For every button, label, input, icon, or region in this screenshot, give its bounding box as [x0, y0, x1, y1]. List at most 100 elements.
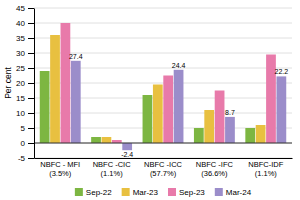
legend-swatch	[168, 188, 176, 196]
x-tick-label: NBFC-IDF(1.1%)	[248, 160, 283, 178]
legend-label: Mar-24	[226, 188, 252, 197]
legend: Sep-22 Mar-23 Sep-23 Mar-24	[75, 188, 252, 197]
x-tick: NBFC -ICC(57.7%)	[144, 160, 182, 178]
bar	[61, 23, 71, 143]
bar	[71, 61, 81, 143]
x-tick-label-line: (36.6%)	[201, 169, 228, 178]
bar	[194, 128, 204, 143]
bar	[225, 117, 235, 143]
y-tick-label: 25	[16, 64, 25, 73]
legend-item: Sep-23	[168, 188, 205, 197]
y-tick-mark	[28, 53, 34, 54]
y-tick-label: 35	[16, 34, 25, 43]
baseline	[34, 143, 292, 144]
x-tick-label: NBFC - MFI(3.5%)	[40, 160, 80, 178]
legend-swatch	[215, 188, 223, 196]
grid-line	[34, 23, 292, 24]
grid-line	[34, 8, 292, 9]
bar	[153, 85, 163, 144]
y-tick-label: 30	[16, 49, 25, 58]
y-tick: 20	[16, 79, 34, 88]
bar-series	[71, 61, 286, 150]
bar	[276, 76, 286, 143]
legend-swatch	[75, 188, 83, 196]
y-tick-label: 40	[16, 19, 25, 28]
x-tick-label-line: (1.1%)	[255, 169, 278, 178]
data-label: 8.7	[225, 109, 235, 116]
y-tick-mark	[28, 38, 34, 39]
x-tick: NBFC -CIC(1.1%)	[93, 160, 131, 178]
x-axis-line	[35, 158, 293, 159]
y-tick-label: 20	[16, 79, 25, 88]
y-tick-mark	[28, 23, 34, 24]
x-tick: NBFC - MFI(3.5%)	[40, 160, 80, 178]
data-label: 22.2	[275, 68, 289, 75]
y-tick-mark	[28, 8, 34, 9]
bar	[102, 137, 112, 143]
data-labels: 27.4-2.424.48.722.2	[69, 53, 288, 158]
legend-item: Mar-24	[215, 188, 252, 197]
legend-item: Mar-23	[122, 188, 159, 197]
y-tick-mark	[28, 143, 34, 144]
grid-line	[34, 158, 292, 159]
y-tick: -5	[18, 154, 34, 163]
x-tick: NBFC -IFC(36.6%)	[196, 160, 234, 178]
x-tick-label: NBFC -ICC(57.7%)	[144, 160, 182, 178]
y-tick-mark	[28, 83, 34, 84]
y-tick: 25	[16, 64, 34, 73]
y-tick: 10	[16, 109, 34, 118]
y-tick-mark	[28, 158, 34, 159]
bar	[50, 35, 60, 143]
bar	[256, 125, 266, 143]
y-tick-label: 10	[16, 109, 25, 118]
legend-label: Sep-23	[179, 188, 205, 197]
bar	[245, 128, 255, 143]
bar	[163, 76, 173, 144]
legend-item: Sep-22	[75, 188, 112, 197]
y-tick: 35	[16, 34, 34, 43]
bar-series	[50, 35, 265, 143]
bar	[174, 70, 184, 143]
bar-series	[61, 23, 276, 143]
x-tick-label: NBFC -CIC(1.1%)	[93, 160, 131, 178]
legend-label: Sep-22	[86, 188, 112, 197]
y-tick: 0	[21, 139, 34, 148]
data-label: -2.4	[121, 151, 133, 158]
y-tick-label: 45	[16, 4, 25, 13]
y-tick-label: -5	[18, 154, 26, 163]
bar	[215, 91, 225, 144]
y-tick-label: 15	[16, 94, 25, 103]
y-tick-label: 5	[21, 124, 26, 133]
y-tick: 40	[16, 19, 34, 28]
chart: 27.4-2.424.48.722.2-5051015202530354045N…	[0, 0, 300, 200]
y-axis-title: Per cent	[3, 67, 13, 99]
x-tick-label-line: (3.5%)	[49, 169, 72, 178]
y-tick-mark	[28, 98, 34, 99]
grid	[34, 8, 292, 158]
y-axis: -5 0 5 10 15 20 25 30 35 40 45	[16, 4, 34, 163]
bar	[91, 137, 101, 143]
grid-line	[34, 38, 292, 39]
bar	[40, 71, 50, 143]
x-tick-label-line: (57.7%)	[150, 169, 177, 178]
bar	[143, 95, 153, 143]
plot: 27.4-2.424.48.722.2-5051015202530354045N…	[16, 4, 292, 178]
y-tick: 5	[21, 124, 34, 133]
x-tick-label: NBFC -IFC(36.6%)	[196, 160, 234, 178]
y-tick: 45	[16, 4, 34, 13]
bar	[122, 143, 132, 150]
bar	[204, 110, 214, 143]
legend-swatch	[122, 188, 130, 196]
bars	[40, 23, 286, 150]
x-tick-label-line: (1.1%)	[101, 169, 124, 178]
data-label: 27.4	[69, 53, 83, 60]
y-tick-label: 0	[21, 139, 26, 148]
grid-line	[34, 143, 292, 144]
y-tick: 15	[16, 94, 34, 103]
y-tick-mark	[28, 113, 34, 114]
y-axis-line	[34, 9, 35, 159]
y-tick-mark	[28, 128, 34, 129]
y-tick: 30	[16, 49, 34, 58]
y-tick-mark	[28, 68, 34, 69]
x-axis: NBFC - MFI(3.5%) NBFC -CIC(1.1%) NBFC -ICC…	[35, 159, 293, 178]
